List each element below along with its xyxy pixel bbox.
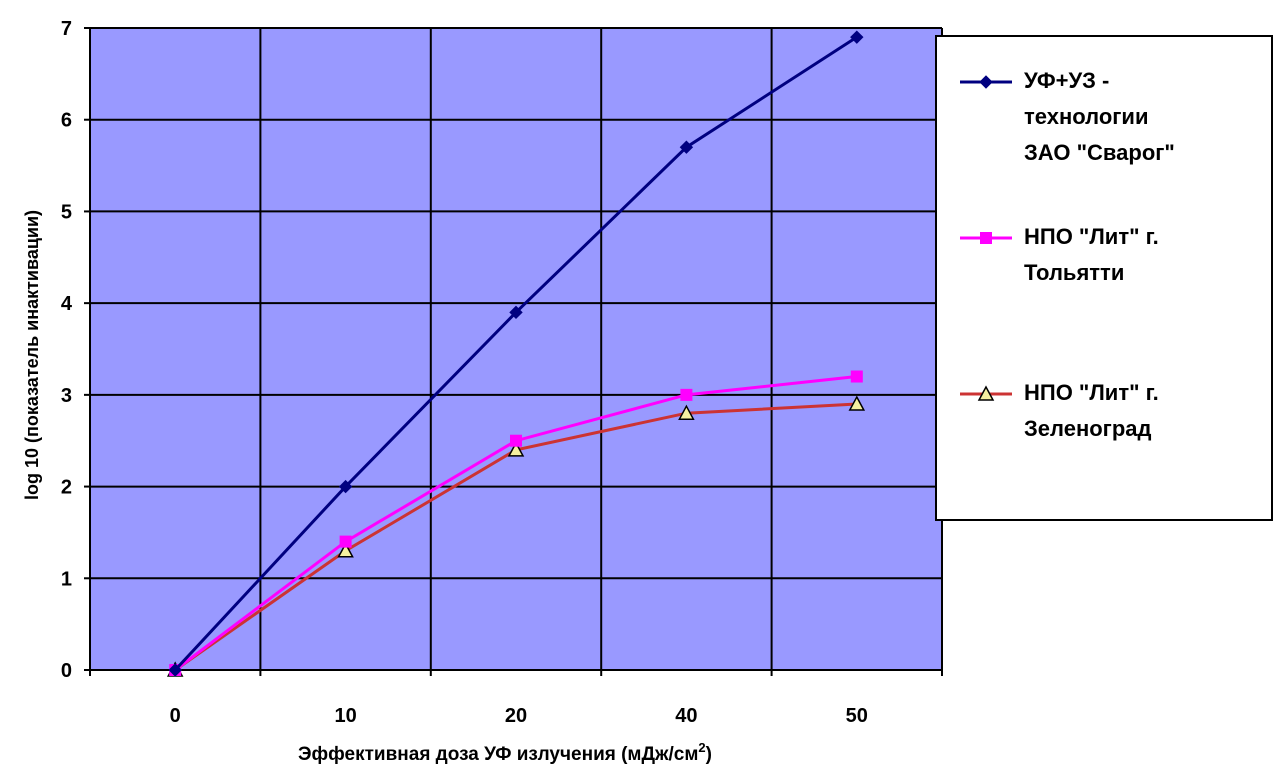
data-point [679, 140, 694, 154]
legend-box [935, 35, 1273, 521]
legend-label: ЗАО "Сварог" [1024, 140, 1175, 165]
legend-item: НПО "Лит" г. Тольятти [960, 224, 1159, 285]
data-point [850, 30, 864, 44]
legend-item: НПО "Лит" г. Зеленоград [960, 380, 1159, 441]
legend-swatch-marker [980, 232, 992, 244]
plot-area [90, 28, 942, 670]
y-tick-label: 6 [61, 110, 72, 132]
legend-label: УФ+УЗ - [1024, 68, 1109, 93]
legend-label: Зеленоград [1024, 416, 1152, 441]
x-axis-title-superscript: 2 [698, 740, 705, 755]
series [166, 30, 866, 677]
x-tick-label: 10 [334, 705, 356, 727]
data-point [850, 370, 863, 383]
y-axis-title: log 10 (показатель инактивации) [22, 210, 42, 500]
x-axis-title: Эффективная доза УФ излучения (мДж/см2) [298, 740, 712, 765]
legend-swatch-marker [977, 385, 995, 401]
legend-item: УФ+УЗ - технологии ЗАО "Сварог" [960, 68, 1175, 165]
tick-labels: 0 1 2 3 4 5 6 7 0 10 20 40 50 [61, 18, 868, 727]
legend: УФ+УЗ - технологии ЗАО "Сварог" НПО "Лит" г… [935, 35, 1273, 521]
data-point [680, 388, 693, 401]
data-point [339, 535, 352, 548]
data-point [510, 434, 522, 447]
legend-label: НПО "Лит" г. [1024, 224, 1159, 249]
axes [84, 27, 943, 676]
legend-label: НПО "Лит" г. [1024, 380, 1159, 405]
data-point [168, 663, 182, 677]
y-tick-label: 2 [61, 477, 72, 499]
y-tick-label: 3 [61, 385, 72, 407]
x-tick-label: 50 [846, 705, 868, 727]
data-point [507, 441, 525, 457]
y-tick-label: 5 [61, 201, 72, 223]
y-tick-label: 4 [61, 293, 73, 315]
x-tick-label: 20 [505, 705, 527, 727]
y-tick-label: 7 [61, 18, 72, 40]
series-1 [168, 30, 864, 677]
x-tick-label: 0 [170, 705, 181, 727]
legend-swatch-marker [979, 75, 993, 89]
data-point [678, 404, 695, 420]
data-point [509, 305, 523, 320]
legend-label: технологии [1024, 104, 1148, 129]
data-point [338, 479, 353, 494]
y-tick-label: 1 [61, 568, 72, 590]
y-tick-label: 0 [61, 660, 72, 682]
data-point [848, 395, 866, 411]
legend-label: Тольятти [1024, 260, 1124, 285]
data-point [337, 542, 354, 558]
x-tick-label: 40 [675, 705, 697, 727]
